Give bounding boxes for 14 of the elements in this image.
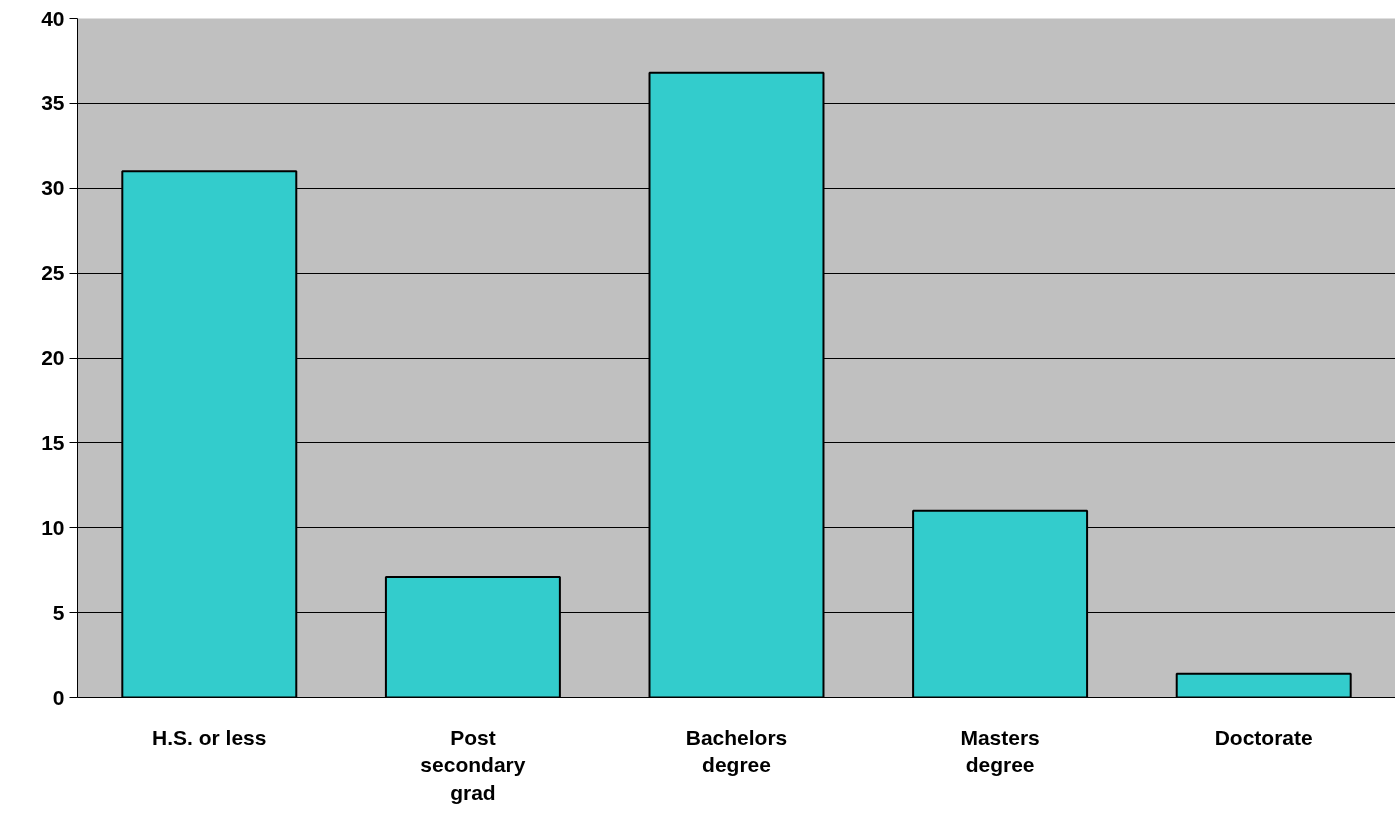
y-tick-label: 5 xyxy=(52,600,65,624)
x-tick-label: Masters degree xyxy=(960,725,1040,777)
y-tick-label: 35 xyxy=(41,91,65,115)
x-tick-label: H.S. or less xyxy=(152,725,267,749)
y-tick-label: 40 xyxy=(41,6,65,30)
x-tick-label: Post secondary grad xyxy=(420,725,526,804)
y-tick-label: 15 xyxy=(41,430,65,454)
y-tick-label: 10 xyxy=(41,515,65,539)
y-tick-label: 20 xyxy=(41,346,65,369)
y-tick-label: 25 xyxy=(41,261,65,285)
y-tick-label: 0 xyxy=(52,685,65,709)
x-tick-label: Bachelors degree xyxy=(685,725,788,777)
y-tick-label: 30 xyxy=(41,176,65,200)
x-tick-label: Doctorate xyxy=(1214,725,1313,749)
